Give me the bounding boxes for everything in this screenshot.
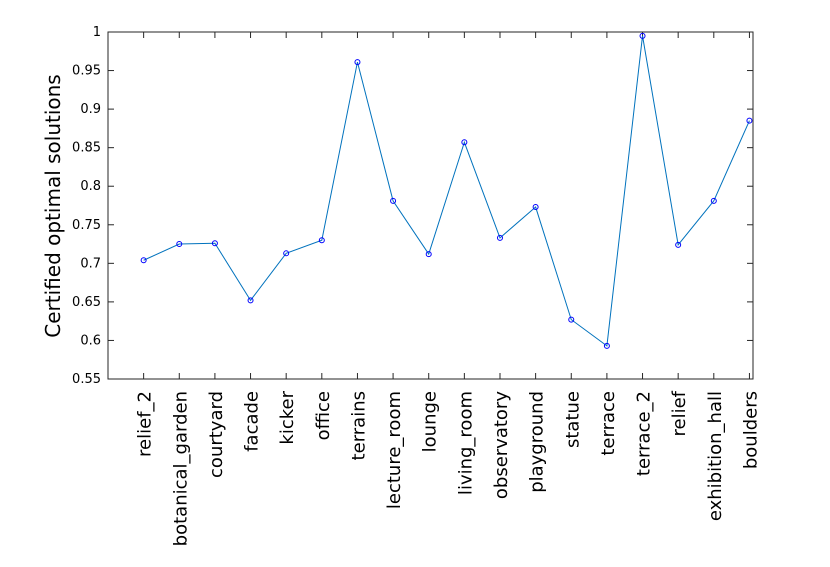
x-tick-label: facade [242,391,263,452]
x-tick-label: playground [527,391,548,493]
x-tick-label: statue [562,391,583,448]
marker [710,197,717,204]
y-axis-label: Certified optimal solutions [41,74,65,337]
y-tick-label: 0.9 [80,102,101,117]
x-tick-label: terrace_2 [634,391,655,476]
marker [639,32,646,39]
marker [247,297,254,304]
marker [390,197,397,204]
marker [354,59,361,66]
x-tick-label: living_room [455,391,476,495]
x-tick-label: botanical_garden [170,391,191,546]
y-tick-label: 0.65 [72,295,101,310]
y-tick-label: 0.75 [72,218,101,233]
x-tick-label: courtyard [206,391,227,478]
x-tick-label: terrains [348,391,369,460]
marker [425,251,432,258]
line [143,35,750,347]
y-tick-label: 0.7 [80,256,101,271]
marker [746,117,753,124]
x-tick-label: lounge [420,391,441,452]
marker [532,204,539,211]
marker [140,257,147,264]
marker [283,250,290,257]
y-tick-label: 0.85 [72,141,101,156]
marker [603,342,610,349]
y-tick-label: 0.8 [80,179,101,194]
axes-box [107,31,754,380]
x-tick-label: lecture_room [384,391,405,509]
x-tick-label: terrace [598,391,619,456]
x-tick-label: exhibition_hall [705,391,726,521]
y-tick-label: 0.55 [72,372,101,387]
marker [568,316,575,323]
x-tick-label: relief_2 [135,391,156,457]
marker [176,241,183,248]
marker [318,237,325,244]
x-tick-label: office [313,391,334,440]
x-tick-label: observatory [491,391,512,499]
x-tick-label: relief [669,390,690,436]
y-tick-label: 0.6 [80,333,101,348]
x-tick-label: kicker [277,390,298,444]
x-tick-label: boulders [740,391,761,469]
y-tick-label: 1 [93,25,101,40]
marker [461,139,468,146]
marker [211,240,218,247]
y-tick-label: 0.95 [72,64,101,79]
marker [675,241,682,248]
marker [496,234,503,241]
